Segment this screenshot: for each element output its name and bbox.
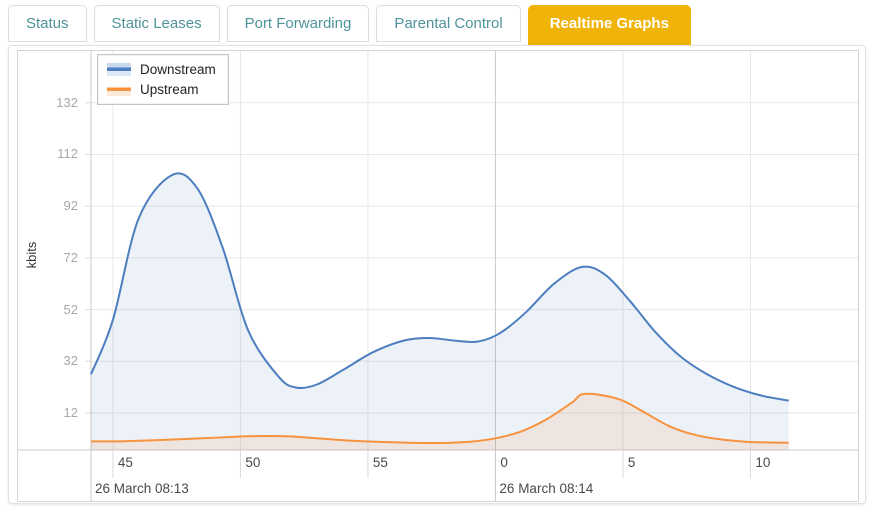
x-tick-label: 10 (755, 455, 771, 470)
x-tick-label: 45 (117, 455, 133, 470)
tab-port-forwarding[interactable]: Port Forwarding (226, 5, 370, 42)
x-tick-label: 5 (627, 455, 636, 470)
tab-realtime-graphs[interactable]: Realtime Graphs (527, 5, 691, 45)
x-tick-label: 0 (500, 455, 508, 470)
downstream-line (90, 172, 789, 402)
tab-bar: Status Static Leases Port Forwarding Par… (8, 5, 691, 45)
x-tick-label: 55 (372, 455, 388, 470)
legend-item-downstream: Downstream (107, 62, 216, 77)
legend-label-downstream: Downstream (140, 62, 216, 77)
downstream-area (91, 173, 789, 450)
y-tick-label: 112 (57, 146, 78, 162)
y-tick-label: 32 (63, 353, 78, 369)
y-axis-title: kbits (24, 241, 39, 269)
y-tick-label: 12 (63, 404, 78, 420)
realtime-graph: 12 32 52 72 92 112 132 45 50 55 0 5 10 26 March 08:13… (17, 50, 859, 502)
upstream-line (90, 392, 789, 445)
chart-canvas (18, 51, 858, 501)
legend-label-upstream: Upstream (140, 82, 199, 97)
tab-static-leases[interactable]: Static Leases (93, 5, 220, 42)
y-tick-label: 72 (63, 249, 78, 265)
tab-parental-control[interactable]: Parental Control (376, 5, 521, 42)
x-date-label: 26 March 08:13 (95, 481, 189, 496)
upstream-swatch-icon (107, 83, 131, 96)
x-tick-label: 50 (245, 455, 261, 470)
chart-legend: Downstream Upstream (97, 54, 229, 105)
tab-status[interactable]: Status (8, 5, 87, 42)
y-tick-label: 52 (63, 301, 78, 317)
y-tick-label: 92 (63, 198, 78, 214)
x-date-label: 26 March 08:14 (499, 481, 594, 496)
legend-item-upstream: Upstream (107, 82, 216, 97)
y-tick-label: 132 (56, 94, 78, 110)
tab-content-panel: 12 32 52 72 92 112 132 45 50 55 0 5 10 26 March 08:13… (8, 45, 866, 504)
upstream-area (91, 393, 789, 450)
downstream-swatch-icon (107, 63, 131, 76)
